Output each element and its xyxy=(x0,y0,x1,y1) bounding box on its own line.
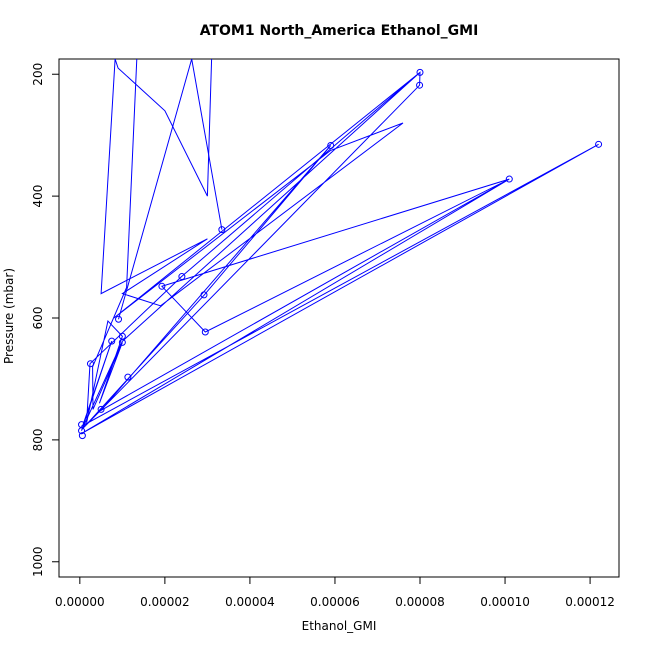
x-axis: 0.00000 0.00002 0.00004 0.00006 0.00008 0.000… xyxy=(55,576,615,609)
x-axis-label: Ethanol_GMI xyxy=(302,619,377,633)
data-point xyxy=(78,427,86,435)
y-tick-label: 800 xyxy=(31,428,45,451)
data-point xyxy=(416,68,424,76)
data-point xyxy=(158,282,166,290)
data-point xyxy=(327,142,335,150)
data-point xyxy=(200,291,208,299)
series-layer xyxy=(80,59,599,435)
data-point xyxy=(118,332,126,340)
series-line-1 xyxy=(118,59,223,320)
x-tick-label: 0.00008 xyxy=(395,595,445,609)
data-point xyxy=(595,140,603,148)
marker-layer xyxy=(78,68,603,440)
x-tick-label: 0.00010 xyxy=(480,595,530,609)
data-point xyxy=(78,432,86,440)
y-tick-label: 1000 xyxy=(31,546,45,577)
plot-frame xyxy=(58,58,620,578)
data-point xyxy=(178,273,186,281)
y-axis-label: Pressure (mbar) xyxy=(2,268,16,364)
y-tick-label: 400 xyxy=(31,185,45,208)
x-tick-label: 0.00006 xyxy=(310,595,360,609)
data-point xyxy=(124,373,132,381)
data-point xyxy=(115,315,123,323)
data-point xyxy=(416,81,424,89)
y-axis: 200 400 600 800 1000 xyxy=(31,63,60,577)
chart-title: ATOM1 North_America Ethanol_GMI xyxy=(200,23,479,39)
data-point xyxy=(86,360,94,368)
data-point xyxy=(218,226,226,234)
data-point xyxy=(97,405,105,413)
y-tick-label: 600 xyxy=(31,307,45,330)
y-tick-label: 200 xyxy=(31,63,45,86)
x-tick-label: 0.00002 xyxy=(140,595,190,609)
x-tick-label: 0.00004 xyxy=(225,595,275,609)
data-point xyxy=(505,175,513,183)
x-tick-label: 0.00000 xyxy=(55,595,105,609)
series-line-2 xyxy=(80,59,599,435)
data-point xyxy=(108,337,116,345)
x-tick-label: 0.00012 xyxy=(565,595,615,609)
data-point xyxy=(201,328,209,336)
